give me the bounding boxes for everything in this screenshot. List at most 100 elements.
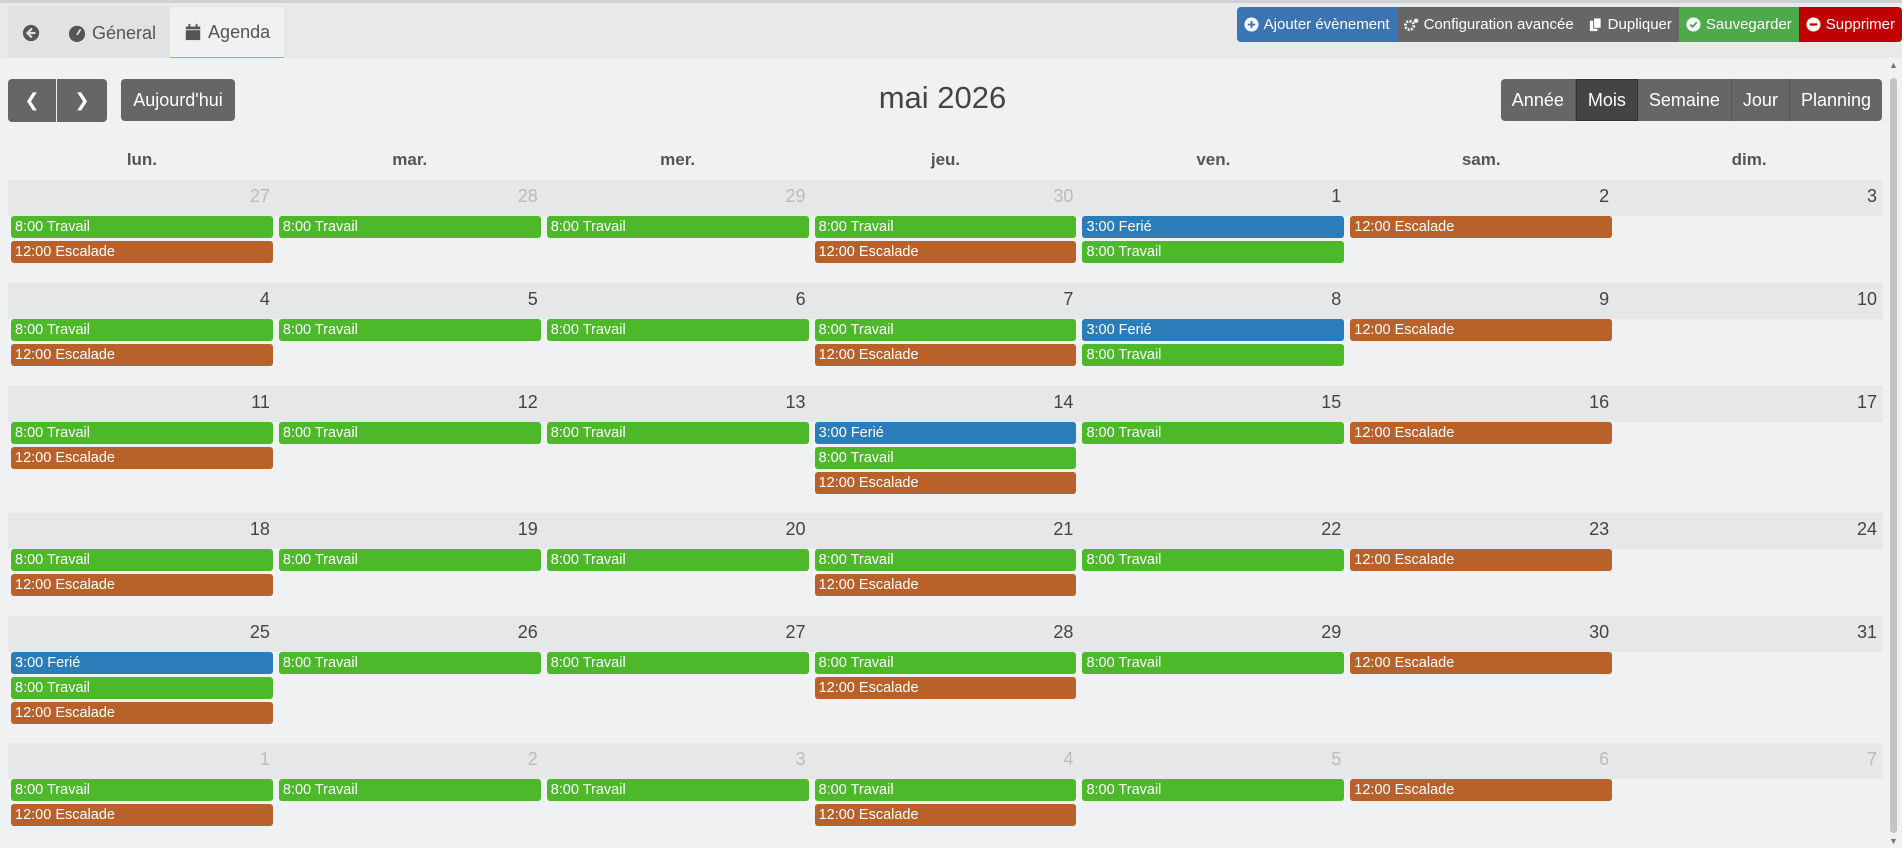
calendar-event[interactable]: 8:00 Travail	[1082, 652, 1345, 674]
calendar-event[interactable]: 8:00 Travail	[278, 779, 541, 801]
day-cell[interactable]: 18 8:00 Travail 12:00 Escalade	[8, 513, 276, 616]
delete-button[interactable]: Supprimer	[1798, 7, 1902, 42]
day-number[interactable]: 27	[785, 622, 806, 642]
calendar-event[interactable]: 12:00 Escalade	[814, 344, 1077, 366]
calendar-event[interactable]: 8:00 Travail	[278, 216, 541, 238]
day-cell[interactable]: 4 8:00 Travail 12:00 Escalade	[812, 743, 1080, 846]
day-cell[interactable]: 23 12:00 Escalade	[1347, 513, 1615, 616]
day-cell[interactable]: 5 8:00 Travail	[1079, 743, 1347, 846]
day-number[interactable]: 13	[785, 392, 806, 412]
calendar-event[interactable]: 8:00 Travail	[546, 422, 809, 444]
calendar-event[interactable]: 12:00 Escalade	[814, 241, 1077, 263]
day-number[interactable]: 21	[1053, 519, 1074, 539]
day-cell[interactable]: 27 8:00 Travail	[544, 616, 812, 743]
calendar-event[interactable]: 12:00 Escalade	[11, 344, 273, 366]
calendar-event[interactable]: 8:00 Travail	[814, 549, 1077, 571]
day-cell[interactable]: 4 8:00 Travail 12:00 Escalade	[8, 283, 276, 386]
calendar-event[interactable]: 12:00 Escalade	[1350, 319, 1613, 341]
calendar-event[interactable]: 8:00 Travail	[278, 652, 541, 674]
day-cell[interactable]: 31	[1615, 616, 1883, 743]
calendar-event[interactable]: 8:00 Travail	[546, 652, 809, 674]
day-cell[interactable]: 8 3:00 Ferié 8:00 Travail	[1079, 283, 1347, 386]
day-number[interactable]: 9	[1599, 289, 1610, 309]
calendar-event[interactable]: 8:00 Travail	[546, 319, 809, 341]
today-button[interactable]: Aujourd'hui	[121, 79, 235, 121]
day-number[interactable]: 24	[1856, 519, 1878, 539]
calendar-event[interactable]: 12:00 Escalade	[11, 702, 273, 724]
calendar-event[interactable]: 8:00 Travail	[11, 319, 273, 341]
day-number[interactable]: 11	[251, 392, 270, 412]
day-cell[interactable]: 19 8:00 Travail	[276, 513, 544, 616]
prev-button[interactable]: ❮	[8, 79, 56, 122]
calendar-event[interactable]: 8:00 Travail	[814, 779, 1077, 801]
day-cell[interactable]: 7	[1615, 743, 1883, 846]
day-number[interactable]: 4	[259, 289, 270, 309]
calendar-event[interactable]: 8:00 Travail	[11, 779, 273, 801]
day-number[interactable]: 16	[1589, 392, 1610, 412]
calendar-event[interactable]: 12:00 Escalade	[1350, 216, 1613, 238]
calendar-event[interactable]: 8:00 Travail	[11, 422, 273, 444]
day-number[interactable]: 18	[249, 519, 270, 539]
day-number[interactable]: 23	[1589, 519, 1610, 539]
tab-agenda[interactable]: Agenda	[170, 7, 285, 59]
view-month-button[interactable]: Mois	[1575, 79, 1638, 121]
day-cell[interactable]: 11 8:00 Travail 12:00 Escalade	[8, 386, 276, 513]
calendar-event[interactable]: 8:00 Travail	[814, 216, 1077, 238]
calendar-event[interactable]: 12:00 Escalade	[11, 804, 273, 826]
calendar-event[interactable]: 12:00 Escalade	[1350, 779, 1613, 801]
calendar-event[interactable]: 12:00 Escalade	[1350, 549, 1613, 571]
calendar-event[interactable]: 8:00 Travail	[1082, 422, 1345, 444]
day-cell[interactable]: 3	[1615, 180, 1883, 283]
day-cell[interactable]: 5 8:00 Travail	[276, 283, 544, 386]
day-number[interactable]: 3	[1867, 186, 1878, 206]
day-cell[interactable]: 7 8:00 Travail 12:00 Escalade	[812, 283, 1080, 386]
calendar-event[interactable]: 8:00 Travail	[814, 447, 1077, 469]
calendar-event[interactable]: 8:00 Travail	[278, 549, 541, 571]
calendar-event[interactable]: 12:00 Escalade	[814, 677, 1077, 699]
day-number[interactable]: 10	[1856, 289, 1878, 309]
advanced-config-button[interactable]: Configuration avancée	[1396, 7, 1581, 42]
next-button[interactable]: ❯	[57, 79, 107, 122]
view-week-button[interactable]: Semaine	[1637, 79, 1732, 121]
day-cell[interactable]: 20 8:00 Travail	[544, 513, 812, 616]
duplicate-button[interactable]: Dupliquer	[1580, 7, 1679, 42]
vertical-scrollbar[interactable]: ▲ ▼	[1885, 58, 1902, 848]
day-number[interactable]: 22	[1321, 519, 1342, 539]
day-number[interactable]: 2	[527, 749, 538, 769]
calendar-event[interactable]: 8:00 Travail	[546, 779, 809, 801]
calendar-event[interactable]: 8:00 Travail	[814, 319, 1077, 341]
day-number[interactable]: 4	[1063, 749, 1074, 769]
day-number[interactable]: 6	[795, 289, 806, 309]
day-number[interactable]: 15	[1321, 392, 1342, 412]
day-cell[interactable]: 6 12:00 Escalade	[1347, 743, 1615, 846]
tab-general[interactable]: Géneral	[54, 7, 171, 59]
day-cell[interactable]: 26 8:00 Travail	[276, 616, 544, 743]
view-year-button[interactable]: Année	[1500, 79, 1576, 121]
calendar-event[interactable]: 8:00 Travail	[1082, 344, 1345, 366]
day-cell[interactable]: 2 8:00 Travail	[276, 743, 544, 846]
day-number[interactable]: 19	[517, 519, 538, 539]
day-number[interactable]: 28	[1053, 622, 1074, 642]
calendar-event[interactable]: 8:00 Travail	[278, 422, 541, 444]
day-number[interactable]: 27	[249, 186, 270, 206]
view-day-button[interactable]: Jour	[1731, 79, 1790, 121]
calendar-event[interactable]: 8:00 Travail	[11, 216, 273, 238]
day-cell[interactable]: 30 8:00 Travail 12:00 Escalade	[812, 180, 1080, 283]
calendar-event[interactable]: 3:00 Ferié	[1082, 319, 1345, 341]
day-number[interactable]: 1	[259, 749, 270, 769]
day-number[interactable]: 5	[527, 289, 538, 309]
calendar-event[interactable]: 12:00 Escalade	[814, 472, 1077, 494]
day-cell[interactable]: 6 8:00 Travail	[544, 283, 812, 386]
view-planning-button[interactable]: Planning	[1789, 79, 1882, 121]
day-number[interactable]: 7	[1867, 749, 1878, 769]
day-number[interactable]: 25	[249, 622, 270, 642]
day-cell[interactable]: 30 12:00 Escalade	[1347, 616, 1615, 743]
day-cell[interactable]: 10	[1615, 283, 1883, 386]
day-cell[interactable]: 1 8:00 Travail 12:00 Escalade	[8, 743, 276, 846]
calendar-event[interactable]: 12:00 Escalade	[11, 574, 273, 596]
day-number[interactable]: 12	[517, 392, 538, 412]
calendar-event[interactable]: 8:00 Travail	[546, 549, 809, 571]
day-number[interactable]: 14	[1053, 392, 1074, 412]
day-number[interactable]: 26	[517, 622, 538, 642]
day-cell[interactable]: 24	[1615, 513, 1883, 616]
